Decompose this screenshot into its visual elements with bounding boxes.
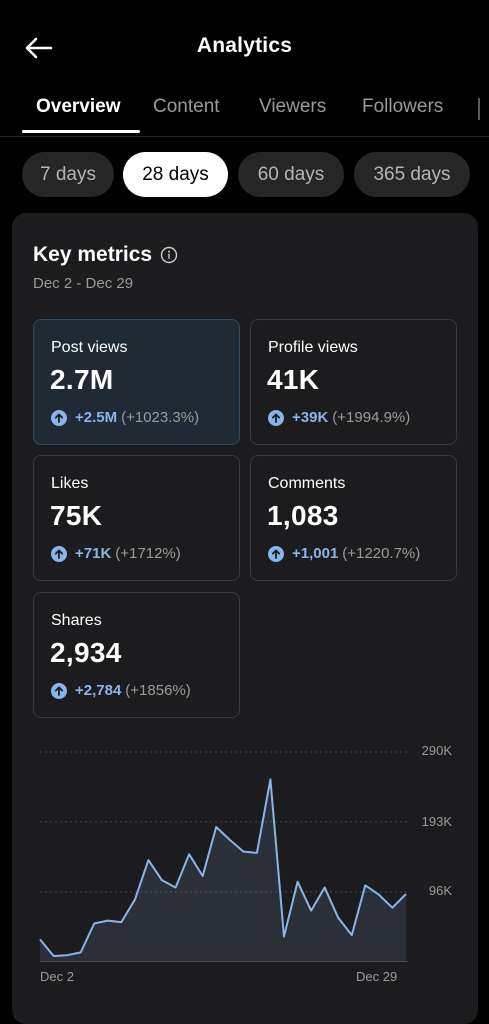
data-point <box>201 874 205 878</box>
data-point <box>282 934 286 938</box>
metric-value: 1,083 <box>267 500 339 531</box>
data-point <box>133 898 137 902</box>
data-point <box>336 916 340 920</box>
metric-profile-views[interactable]: Profile views 41K +39K (+1994.9%) <box>250 319 457 445</box>
tab-content[interactable]: Content <box>153 96 220 117</box>
data-point <box>65 953 69 957</box>
data-point <box>79 950 83 954</box>
metric-label: Shares <box>51 612 102 629</box>
tab-overflow-indicator <box>478 98 484 120</box>
data-point <box>268 777 272 781</box>
arrow-up-circle-icon <box>268 545 284 562</box>
data-point <box>404 892 408 896</box>
arrow-up-circle-icon <box>51 545 67 562</box>
arrow-up-circle-icon <box>268 409 284 426</box>
metric-label: Post views <box>51 339 128 356</box>
metric-value: 75K <box>50 500 103 531</box>
data-point <box>106 919 110 923</box>
metric-change: +2,784 (+1856%) <box>51 682 191 699</box>
metric-delta: +2,784 <box>75 682 122 699</box>
metric-delta: +71K <box>75 545 112 562</box>
arrow-up-circle-icon <box>51 682 67 699</box>
data-point <box>390 906 394 910</box>
back-button[interactable] <box>18 28 58 68</box>
date-range-selector: 7 days 28 days 60 days 365 days <box>0 152 489 198</box>
page-title: Analytics <box>196 34 293 57</box>
active-tab-indicator <box>22 130 140 133</box>
metric-change: +39K (+1994.9%) <box>268 409 410 426</box>
metric-delta: +1,001 <box>292 545 339 562</box>
data-point <box>309 909 313 913</box>
data-point <box>323 885 327 889</box>
data-point <box>160 878 164 882</box>
metric-percent: (+1220.7%) <box>342 545 421 562</box>
data-point <box>296 880 300 884</box>
metric-percent: (+1856%) <box>125 682 191 699</box>
data-point <box>174 885 178 889</box>
metric-delta: +39K <box>292 409 329 426</box>
metric-change: +71K (+1712%) <box>51 545 181 562</box>
data-point <box>119 920 123 924</box>
chart-canvas <box>38 751 408 962</box>
metric-post-views[interactable]: Post views 2.7M +2.5M (+1023.3%) <box>33 319 240 445</box>
metric-percent: (+1994.9%) <box>332 409 411 426</box>
data-point <box>255 851 259 855</box>
x-tick-label: Dec 2 <box>40 969 74 984</box>
key-metrics-title-text: Key metrics <box>33 243 153 266</box>
x-tick-label: Dec 29 <box>356 969 398 984</box>
arrow-left-icon <box>25 37 53 59</box>
info-icon[interactable] <box>160 246 178 264</box>
metric-change: +1,001 (+1220.7%) <box>268 545 420 562</box>
range-7-days[interactable]: 7 days <box>22 152 114 197</box>
metric-delta: +2.5M <box>75 409 118 426</box>
metric-change: +2.5M (+1023.3%) <box>51 409 199 426</box>
arrow-up-circle-icon <box>51 409 67 426</box>
data-point <box>146 858 150 862</box>
tab-viewers[interactable]: Viewers <box>259 96 327 117</box>
data-point <box>52 954 56 958</box>
tab-overview[interactable]: Overview <box>36 96 121 117</box>
post-views-chart[interactable]: 290K 193K 96K Dec 2 Dec 29 <box>12 733 478 993</box>
data-point <box>92 922 96 926</box>
tab-followers[interactable]: Followers <box>362 96 444 117</box>
data-point <box>363 883 367 887</box>
metric-percent: (+1712%) <box>115 545 181 562</box>
range-28-days[interactable]: 28 days <box>123 152 228 197</box>
y-tick-label: 290K <box>421 743 452 758</box>
top-bar: Analytics <box>0 0 489 92</box>
data-point <box>38 937 42 941</box>
data-point <box>350 933 354 937</box>
data-point <box>187 852 191 856</box>
data-point <box>228 838 232 842</box>
series-line <box>39 778 407 957</box>
metric-value: 2.7M <box>50 364 114 395</box>
key-metrics-title: Key metrics <box>33 243 178 267</box>
date-range-label: Dec 2 - Dec 29 <box>33 275 134 292</box>
metric-likes[interactable]: Likes 75K +71K (+1712%) <box>33 455 240 581</box>
y-tick-label: 96K <box>428 883 452 898</box>
y-tick-label: 193K <box>421 814 452 829</box>
metric-label: Profile views <box>268 339 358 356</box>
key-metrics-card: Key metrics Dec 2 - Dec 29 Post views 2.… <box>12 213 478 1024</box>
tab-bar: Overview Content Viewers Followers <box>0 92 489 137</box>
metric-comments[interactable]: Comments 1,083 +1,001 (+1220.7%) <box>250 455 457 581</box>
data-point <box>214 825 218 829</box>
metric-shares[interactable]: Shares 2,934 +2,784 (+1856%) <box>33 592 240 718</box>
data-point <box>377 893 381 897</box>
range-365-days[interactable]: 365 days <box>354 152 470 197</box>
series-area <box>40 779 406 961</box>
metric-value: 41K <box>267 364 320 395</box>
metric-label: Comments <box>268 475 346 492</box>
metric-label: Likes <box>51 475 89 492</box>
range-60-days[interactable]: 60 days <box>238 152 344 197</box>
metric-value: 2,934 <box>50 637 122 668</box>
data-point <box>241 849 245 853</box>
metric-percent: (+1023.3%) <box>121 409 200 426</box>
